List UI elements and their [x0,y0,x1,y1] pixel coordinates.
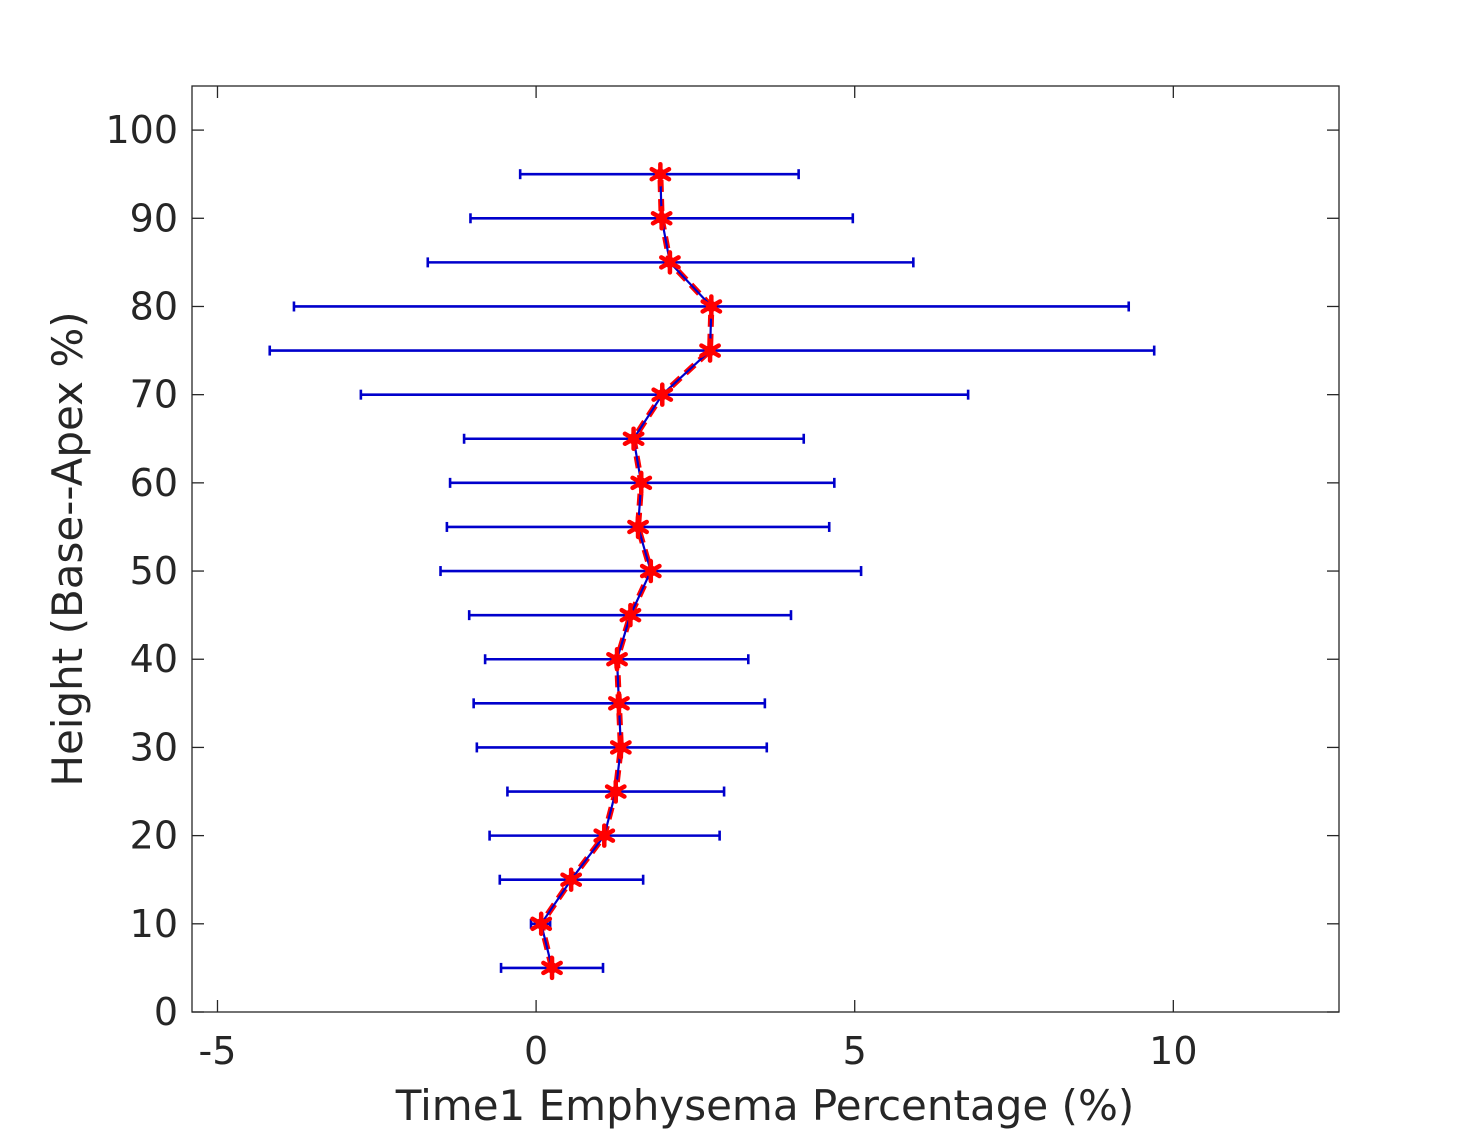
y-tick-label: 60 [130,461,178,505]
star-marker-core [613,697,625,709]
data-point [604,779,627,804]
star-marker-core [610,786,622,798]
data-point [639,558,662,584]
y-tick-label: 30 [130,725,178,769]
y-axis-title: Height (Base--Apex %) [43,311,92,786]
data-point [606,646,628,672]
data-point [530,911,553,937]
data-point [608,691,630,716]
star-marker-core [615,741,627,753]
star-marker-core [624,609,636,621]
data-point [619,602,642,628]
data-point [560,867,583,892]
x-axis-title: Time1 Emphysema Percentage (%) [395,1081,1134,1130]
star-marker-core [546,962,558,974]
data-point [630,470,653,496]
x-tick-label: -5 [199,1029,237,1073]
plot-area [191,85,1340,1013]
data-point [622,426,645,452]
x-tick-label: 5 [843,1029,867,1073]
star-marker-core [635,477,647,489]
star-marker-core [705,300,717,312]
star-marker-core [565,874,577,886]
star-marker-core [598,830,610,842]
star-marker-core [654,168,666,180]
star-marker-core [632,521,644,533]
y-tick-label: 90 [130,196,178,240]
y-tick-label: 20 [130,814,178,858]
star-marker-core [535,918,547,930]
data-point [649,161,672,187]
x-tick-label: 10 [1149,1029,1197,1073]
star-marker-core [611,653,623,665]
star-marker-core [664,256,676,268]
data-point [659,250,681,275]
data-point [627,514,649,540]
data-point [650,206,673,231]
y-tick-label: 100 [105,108,178,152]
y-tick-label: 10 [130,902,178,946]
star-marker-core [628,433,640,445]
y-tick-label: 70 [130,373,178,417]
y-tick-label: 50 [130,549,178,593]
star-marker-core [656,389,668,401]
data-layer [268,161,1156,981]
axis-ticks [192,86,1339,1013]
y-tick-label: 80 [130,284,178,328]
data-point [593,823,616,848]
data-point [700,294,723,319]
data-point [699,338,721,363]
data-point [541,955,563,981]
data-point [609,735,632,760]
star-marker-core [656,212,668,224]
star-marker-core [704,345,716,357]
y-tick-label: 40 [130,637,178,681]
data-point [651,382,674,407]
star-marker-core [645,565,657,577]
y-tick-label: 0 [154,990,178,1034]
x-tick-label: 0 [524,1029,548,1073]
